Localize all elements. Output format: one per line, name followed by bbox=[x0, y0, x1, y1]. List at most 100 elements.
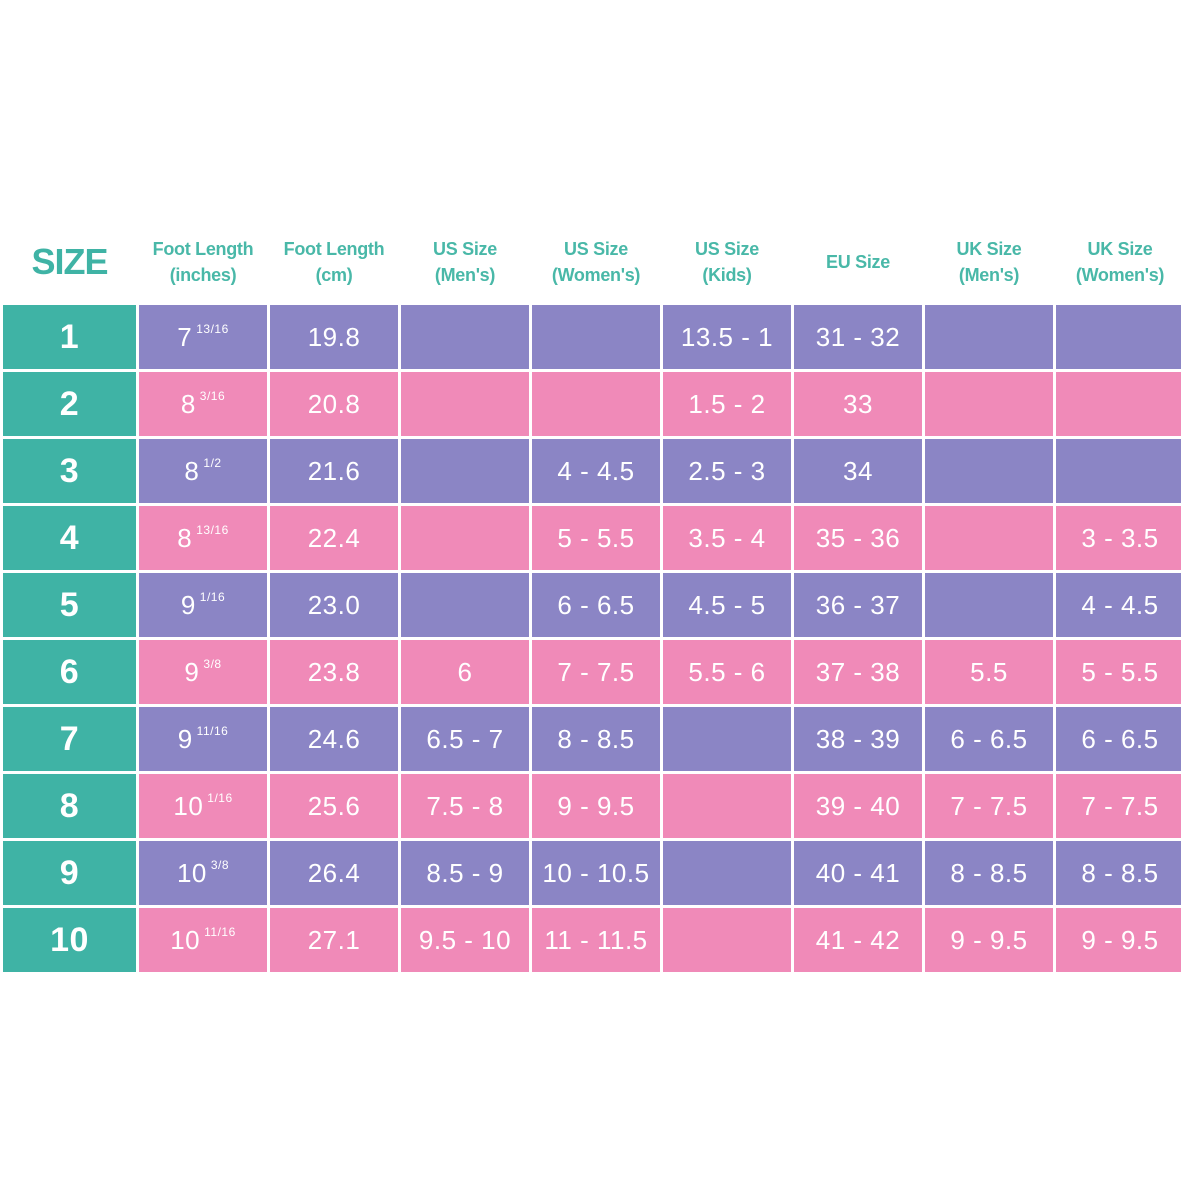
us-kids-cell: 3.5 - 4 bbox=[663, 506, 791, 570]
inches-whole: 10 bbox=[176, 857, 207, 888]
us-women-cell: 9 - 9.5 bbox=[532, 774, 660, 838]
uk-men-cell: 5.5 bbox=[925, 640, 1053, 704]
eu-cell: 40 - 41 bbox=[794, 841, 922, 905]
eu-cell: 35 - 36 bbox=[794, 506, 922, 570]
uk-women-cell: 6 - 6.5 bbox=[1056, 707, 1181, 771]
foot-length-inches-cell: 7 13/16 bbox=[139, 305, 267, 369]
column-header: US Size (Women's) bbox=[532, 222, 660, 302]
inches-whole: 9 bbox=[184, 656, 200, 687]
size-cell: 5 bbox=[3, 573, 136, 637]
us-kids-cell: 1.5 - 2 bbox=[663, 372, 791, 436]
uk-women-cell: 5 - 5.5 bbox=[1056, 640, 1181, 704]
column-header-line1: SIZE bbox=[31, 241, 108, 282]
uk-women-cell bbox=[1056, 372, 1181, 436]
uk-women-cell: 4 - 4.5 bbox=[1056, 573, 1181, 637]
inches-fraction: 13/16 bbox=[196, 322, 229, 336]
us-kids-cell: 4.5 - 5 bbox=[663, 573, 791, 637]
cm-cell: 23.8 bbox=[270, 640, 398, 704]
foot-length-inches-cell: 9 11/16 bbox=[139, 707, 267, 771]
uk-men-cell bbox=[925, 573, 1053, 637]
us-kids-cell bbox=[663, 908, 791, 972]
size-cell: 1 bbox=[3, 305, 136, 369]
us-men-cell: 7.5 - 8 bbox=[401, 774, 529, 838]
us-women-cell: 11 - 11.5 bbox=[532, 908, 660, 972]
column-header-line2: (Men's) bbox=[434, 265, 496, 285]
foot-length-inches-cell: 9 1/16 bbox=[139, 573, 267, 637]
inches-fraction: 1/2 bbox=[203, 456, 222, 470]
inches-whole: 7 bbox=[177, 321, 193, 352]
column-header: SIZE bbox=[3, 222, 136, 302]
inches-whole: 8 bbox=[177, 522, 193, 553]
inches-fraction: 11/16 bbox=[204, 925, 236, 939]
uk-men-cell: 6 - 6.5 bbox=[925, 707, 1053, 771]
uk-men-cell: 9 - 9.5 bbox=[925, 908, 1053, 972]
inches-fraction: 13/16 bbox=[196, 523, 229, 537]
cm-cell: 24.6 bbox=[270, 707, 398, 771]
us-women-cell: 5 - 5.5 bbox=[532, 506, 660, 570]
column-header-line1: UK Size bbox=[1087, 239, 1153, 259]
column-header-line2: (Women's) bbox=[1075, 265, 1165, 285]
us-men-cell bbox=[401, 439, 529, 503]
eu-cell: 38 - 39 bbox=[794, 707, 922, 771]
us-men-cell bbox=[401, 372, 529, 436]
us-kids-cell bbox=[663, 774, 791, 838]
us-kids-cell bbox=[663, 841, 791, 905]
us-men-cell bbox=[401, 573, 529, 637]
cm-cell: 19.8 bbox=[270, 305, 398, 369]
column-header: Foot Length (cm) bbox=[270, 222, 398, 302]
uk-women-cell bbox=[1056, 305, 1181, 369]
foot-length-inches-cell: 8 3/16 bbox=[139, 372, 267, 436]
inches-whole: 8 bbox=[180, 388, 196, 419]
eu-cell: 34 bbox=[794, 439, 922, 503]
column-header-line2: (cm) bbox=[315, 265, 353, 285]
column-header-line1: US Size bbox=[695, 239, 759, 259]
cm-cell: 21.6 bbox=[270, 439, 398, 503]
size-cell: 2 bbox=[3, 372, 136, 436]
uk-women-cell: 9 - 9.5 bbox=[1056, 908, 1181, 972]
foot-length-inches-cell: 10 1/16 bbox=[139, 774, 267, 838]
foot-length-inches-cell: 8 13/16 bbox=[139, 506, 267, 570]
inches-fraction: 3/8 bbox=[203, 657, 222, 671]
us-kids-cell: 2.5 - 3 bbox=[663, 439, 791, 503]
us-men-cell bbox=[401, 305, 529, 369]
cm-cell: 22.4 bbox=[270, 506, 398, 570]
inches-fraction: 1/16 bbox=[207, 791, 233, 805]
size-cell: 9 bbox=[3, 841, 136, 905]
uk-women-cell: 7 - 7.5 bbox=[1056, 774, 1181, 838]
cm-cell: 25.6 bbox=[270, 774, 398, 838]
size-cell: 8 bbox=[3, 774, 136, 838]
us-women-cell: 10 - 10.5 bbox=[532, 841, 660, 905]
inches-whole: 9 bbox=[180, 589, 196, 620]
cm-cell: 27.1 bbox=[270, 908, 398, 972]
column-header-line2: (inches) bbox=[169, 265, 237, 285]
column-header: UK Size (Women's) bbox=[1056, 222, 1181, 302]
uk-women-cell: 8 - 8.5 bbox=[1056, 841, 1181, 905]
column-header: EU Size bbox=[794, 222, 922, 302]
column-header: UK Size (Men's) bbox=[925, 222, 1053, 302]
us-men-cell bbox=[401, 506, 529, 570]
column-header: US Size (Kids) bbox=[663, 222, 791, 302]
eu-cell: 31 - 32 bbox=[794, 305, 922, 369]
foot-length-inches-cell: 10 3/8 bbox=[139, 841, 267, 905]
us-women-cell: 6 - 6.5 bbox=[532, 573, 660, 637]
uk-men-cell bbox=[925, 506, 1053, 570]
column-header-line1: US Size bbox=[433, 239, 497, 259]
eu-cell: 36 - 37 bbox=[794, 573, 922, 637]
column-header-line2: (Women's) bbox=[551, 265, 641, 285]
foot-length-inches-cell: 10 11/16 bbox=[139, 908, 267, 972]
size-cell: 3 bbox=[3, 439, 136, 503]
us-women-cell: 7 - 7.5 bbox=[532, 640, 660, 704]
size-cell: 6 bbox=[3, 640, 136, 704]
inches-fraction: 11/16 bbox=[196, 724, 229, 738]
column-header-line2: (Men's) bbox=[958, 265, 1020, 285]
inches-fraction: 3/8 bbox=[210, 858, 230, 872]
us-kids-cell: 5.5 - 6 bbox=[663, 640, 791, 704]
eu-cell: 39 - 40 bbox=[794, 774, 922, 838]
uk-women-cell: 3 - 3.5 bbox=[1056, 506, 1181, 570]
column-header-line1: UK Size bbox=[956, 239, 1022, 259]
uk-women-cell bbox=[1056, 439, 1181, 503]
uk-men-cell: 8 - 8.5 bbox=[925, 841, 1053, 905]
us-women-cell: 4 - 4.5 bbox=[532, 439, 660, 503]
cm-cell: 23.0 bbox=[270, 573, 398, 637]
column-header-line1: Foot Length bbox=[152, 239, 254, 259]
